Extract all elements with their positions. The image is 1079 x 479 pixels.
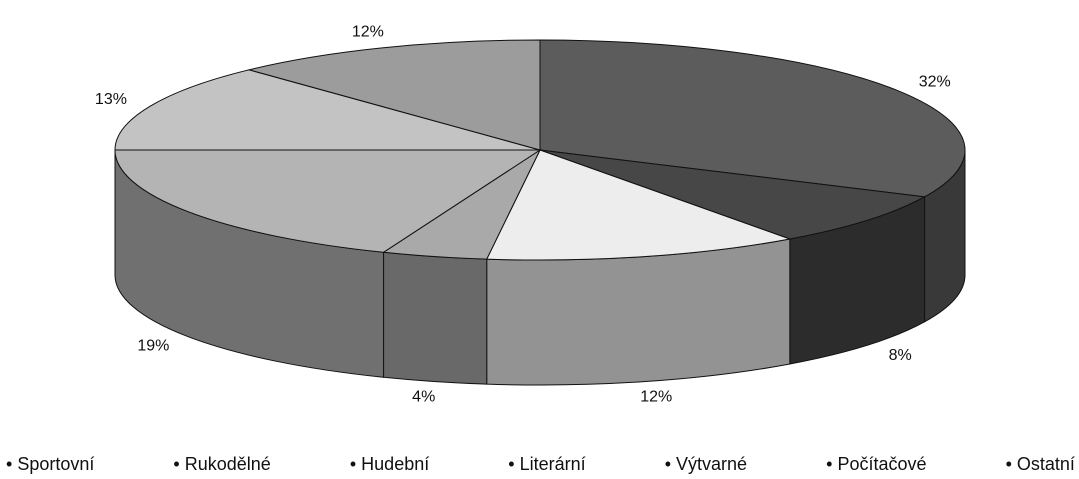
legend-item: Rukodělné [173,454,271,475]
legend-item: Literární [508,454,586,475]
chart: 32% 8% 12% 4% 19% 13% 12% [95,24,966,406]
pie-side [486,238,791,386]
legend-item: Sportovní [6,454,94,475]
data-label: 12% [640,389,672,406]
pie-slice [485,149,792,261]
pie-slice [247,39,541,151]
data-label: 32% [919,73,951,90]
data-label: 4% [412,389,435,406]
legend-item: Hudební [350,454,429,475]
pie-slice [539,39,966,198]
legend-item: Ostatní [1006,454,1075,475]
legend: Sportovní Rukodělné Hudební Literární Výtvar… [6,454,1075,475]
data-label: 13% [95,91,127,108]
legend-item: Výtvarné [665,454,747,475]
pie-slice [539,149,927,240]
pie-slice [114,69,541,151]
pie-side [383,251,488,385]
pie-slice [114,149,542,253]
data-label: 19% [137,337,169,354]
legend-item: Počítačové [826,454,926,475]
data-label: 12% [352,24,384,41]
data-label: 8% [889,347,912,364]
